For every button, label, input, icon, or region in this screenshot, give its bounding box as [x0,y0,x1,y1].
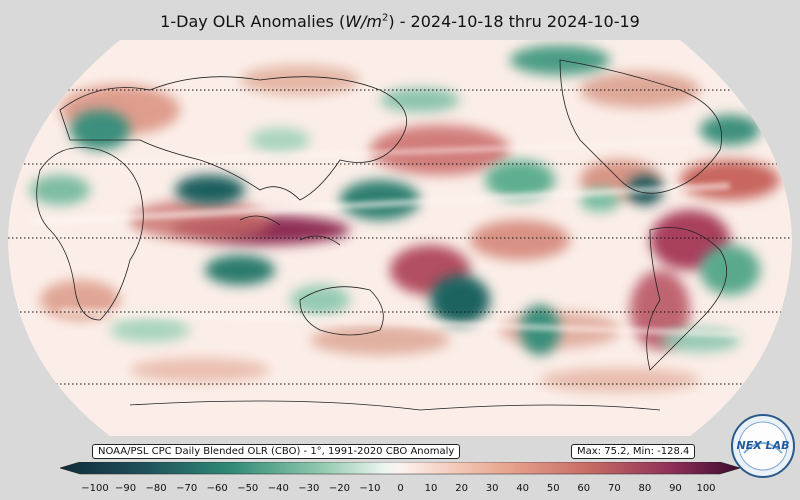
south-america-outline [646,227,727,371]
colorbar-tick-label: −80 [145,483,167,494]
nexlab-logo: NEX LAB [731,414,795,478]
max-min-label: Max: 75.2, Min: -128.4 [571,444,696,459]
colorbar-tick-label: −30 [298,483,320,494]
colorbar-tick-label: −50 [237,483,259,494]
colorbar-tick-label: 40 [516,483,530,494]
colorbar-tick-label: −10 [359,483,381,494]
latitude-gridlines [8,89,792,385]
north-america-outline [559,59,722,194]
data-source-label: NOAA/PSL CPC Daily Blended OLR (CBO) - 1… [92,444,461,459]
colorbar-tick-label: −90 [114,483,137,494]
colorbar-tick-label: −70 [176,483,198,494]
logo-text: NEX LAB [737,439,790,452]
colorbar-tick-label: 20 [455,483,468,494]
antarctica-outline [129,400,661,411]
colorbar-tick-label: 90 [669,483,682,494]
colorbar-tick-label: −100 [81,483,109,494]
africa-outline [36,147,144,321]
colorbar-tick-label: −40 [267,483,289,494]
colorbar-tick-label: 80 [638,483,652,494]
islands-outline [239,215,341,246]
colorbar-tick-label: 60 [577,483,591,494]
colorbar-tick-label: −60 [206,483,228,494]
map-title: 1-Day OLR Anomalies (W/m2) - 2024-10-18 … [160,12,640,31]
eurasia-outline [59,76,408,201]
colorbar-tick-label: −20 [328,483,350,494]
colorbar-tick-label: 30 [485,483,499,494]
colorbar-tick-label: 70 [607,483,621,494]
neutral-streaks [30,139,740,337]
colorbar-tick-label: 10 [424,483,438,494]
colorbar-tick-label: 100 [696,483,716,494]
continent-outlines [36,59,727,411]
colorbar-gradient [60,462,740,475]
australia-outline [299,286,384,336]
colorbar [60,462,740,475]
colorbar-tick-label: 50 [546,483,560,494]
colorbar-tick-label: 0 [397,483,404,494]
